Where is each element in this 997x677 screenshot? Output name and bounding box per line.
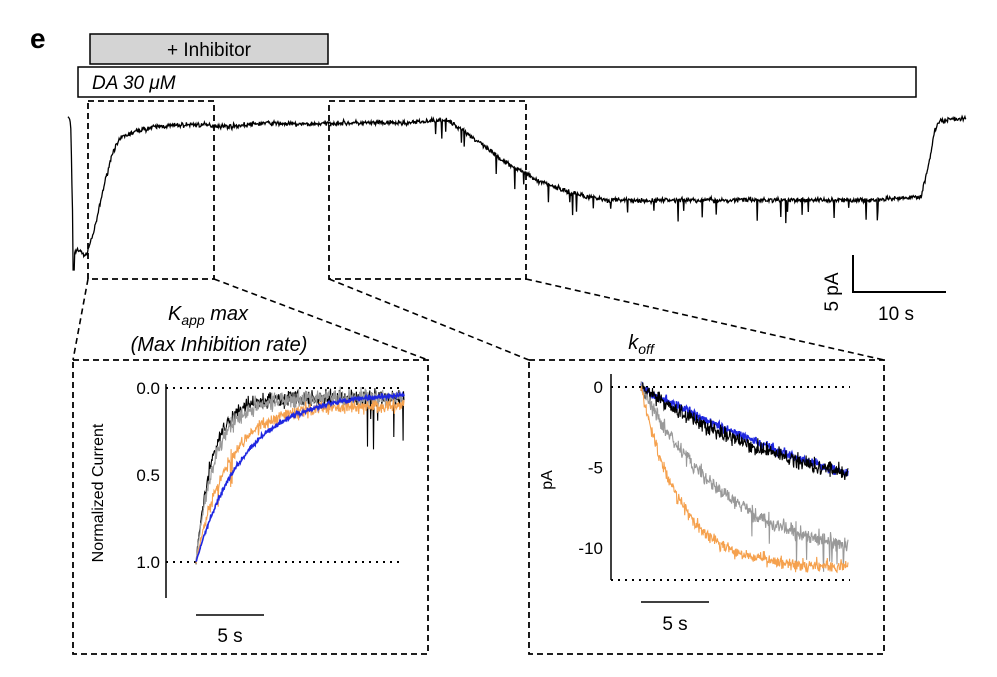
trace-line xyxy=(67,114,967,271)
da-bar xyxy=(77,66,917,98)
kapp-scalebar-label: 5 s xyxy=(217,626,242,647)
kapp-series-line xyxy=(195,398,405,564)
koff-axes xyxy=(610,374,850,581)
kapp-y-tick-label: 0.5 xyxy=(136,466,160,485)
da-label: DA 30 μM xyxy=(92,73,176,94)
koff-series-line xyxy=(640,386,849,574)
koff-series-line xyxy=(640,381,849,572)
inhibitor-label: + Inhibitor xyxy=(167,40,252,61)
current-trace xyxy=(67,114,967,271)
koff-y-tick-label: 0 xyxy=(594,378,603,397)
koff-y-tick-label: -10 xyxy=(578,539,603,558)
inhibitor-bar xyxy=(89,33,329,65)
koff-series-line xyxy=(640,382,849,481)
koff-traces xyxy=(640,381,849,574)
connector-line xyxy=(328,278,530,361)
connector-line xyxy=(213,278,429,361)
kapp-axes xyxy=(165,384,404,598)
kapp-series-line xyxy=(195,391,405,563)
scalebar-y-label: 5 pA xyxy=(822,272,843,311)
kapp-y-ticks: 0.0 0.5 1.0 xyxy=(136,379,160,572)
zoom-box-koff xyxy=(328,100,527,280)
connector-line xyxy=(72,278,89,361)
koff-title: koff xyxy=(628,332,656,357)
kapp-title: Kapp max xyxy=(168,303,249,328)
koff-series-line xyxy=(640,381,849,477)
kapp-ylabel: Normalized Current xyxy=(90,423,107,562)
kapp-subtitle: (Max Inhibition rate) xyxy=(131,334,308,356)
kapp-traces xyxy=(195,386,405,565)
connector-line xyxy=(525,278,885,361)
zoom-box-kapp xyxy=(87,100,215,280)
panel-letter: e xyxy=(30,23,46,54)
koff-ylabel: pA xyxy=(539,470,556,490)
kapp-y-tick-label: 0.0 xyxy=(136,379,160,398)
kapp-inset-frame xyxy=(72,359,429,655)
koff-scalebar-label: 5 s xyxy=(662,614,687,635)
scalebar-x-label: 10 s xyxy=(878,304,914,325)
koff-y-ticks: 0 -5 -10 xyxy=(578,378,603,558)
kapp-y-tick-label: 1.0 xyxy=(136,553,160,572)
koff-inset-frame xyxy=(528,359,885,655)
koff-y-tick-label: -5 xyxy=(588,458,603,477)
